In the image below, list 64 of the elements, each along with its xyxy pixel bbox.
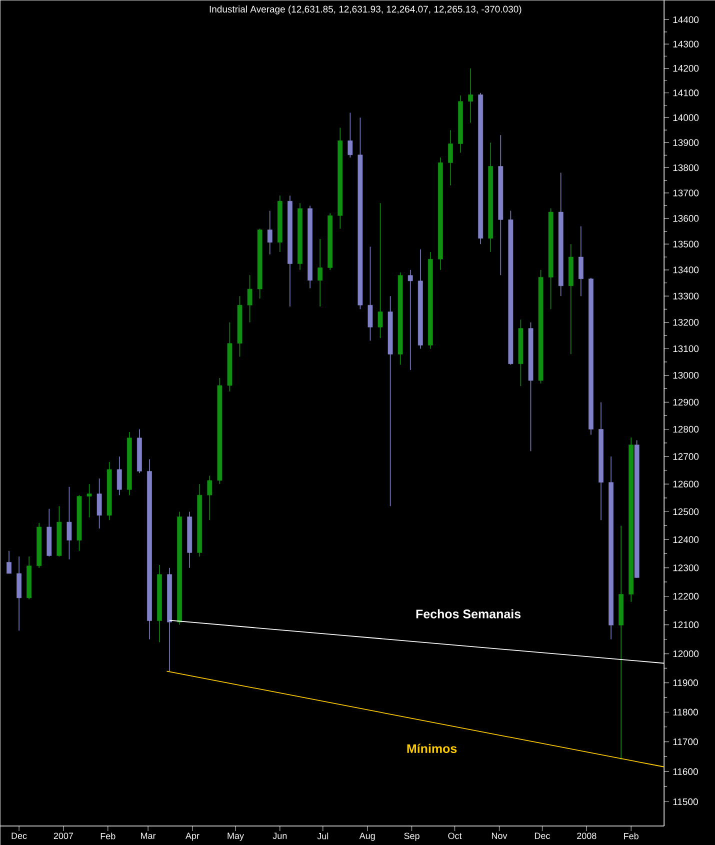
- candlestick: [578, 226, 584, 296]
- candlestick: [378, 202, 383, 339]
- y-tick-label: 12800: [673, 426, 699, 433]
- y-tick-label: 12500: [673, 508, 699, 516]
- y-tick-label: 12300: [673, 564, 699, 572]
- candlestick: [86, 484, 92, 518]
- y-tick-label: 13900: [673, 139, 699, 146]
- candlestick: [348, 112, 353, 158]
- text: Industrial Average (12,631.85, 12,631.93, 12,264.07, 12,265.13, -370.030): [210, 6, 522, 14]
- candlestick: [247, 274, 252, 323]
- y-tick-label: 13600: [673, 215, 699, 222]
- y-tick-label: 12700: [673, 453, 699, 460]
- y-tick-label: 13400: [673, 266, 699, 274]
- candlestick: [6, 550, 12, 574]
- y-tick-label: 12200: [673, 592, 699, 600]
- y-tick-label: 13100: [673, 345, 699, 352]
- series-label: Fechos Semanais: [416, 609, 521, 618]
- candlestick: [267, 210, 272, 255]
- x-tick-label: Jul: [317, 832, 328, 840]
- y-tick-label: 14100: [673, 90, 699, 96]
- y-tick-label: 13800: [673, 164, 699, 172]
- y-tick-label: 11600: [673, 768, 698, 776]
- y-tick-label: 12000: [673, 650, 699, 658]
- candlestick: [408, 269, 413, 370]
- x-tick-label: Mar: [141, 832, 156, 839]
- x-tick-label: Dec: [12, 832, 27, 839]
- y-tick-label: 13200: [673, 318, 699, 326]
- y-tick-label: 13300: [673, 292, 699, 300]
- candlestick: [468, 68, 473, 124]
- y-tick-label: 12100: [673, 621, 699, 628]
- y-tick-label: 11700: [673, 738, 698, 746]
- y-tick-label: 11500: [673, 798, 698, 806]
- y-tick-label: 14400: [673, 16, 699, 24]
- x-tick-label: Nov: [492, 832, 508, 839]
- y-tick-label: 14200: [673, 64, 699, 72]
- x-tick-label: Apr: [185, 832, 200, 841]
- candlestick: [116, 456, 122, 496]
- y-tick-label: 12900: [673, 398, 699, 406]
- y-tick-label: 14000: [673, 114, 699, 122]
- x-tick-label: Sep: [404, 832, 420, 841]
- x-tick-label: Jun: [272, 832, 287, 839]
- x-tick-label: Aug: [359, 832, 375, 841]
- x-tick-label: Feb: [100, 832, 116, 840]
- series-label: Mínimos: [407, 744, 457, 754]
- x-tick-label: Dec: [534, 832, 550, 839]
- y-tick-label: 11900: [673, 679, 698, 686]
- y-tick-label: 13700: [673, 190, 699, 196]
- x-tick-label: Oct: [448, 832, 462, 840]
- y-tick-label: 12600: [673, 480, 699, 488]
- y-tick-label: 13000: [673, 372, 699, 379]
- y-tick-label: 12400: [673, 536, 699, 544]
- y-tick-label: 13500: [673, 240, 699, 248]
- x-tick-label: 2008: [577, 832, 596, 840]
- x-tick-label: 2007: [54, 832, 73, 840]
- y-tick-label: 14300: [673, 40, 699, 48]
- candlestick: [66, 486, 72, 560]
- candlestick: [207, 475, 212, 520]
- x-tick-label: Feb: [624, 832, 638, 840]
- candlestick: [318, 238, 322, 307]
- candlestick: [448, 130, 453, 186]
- x-tick-label: May: [228, 832, 244, 841]
- candlestick: [368, 246, 373, 342]
- candlestick: [96, 478, 102, 529]
- y-tick-label: 11800: [673, 708, 698, 716]
